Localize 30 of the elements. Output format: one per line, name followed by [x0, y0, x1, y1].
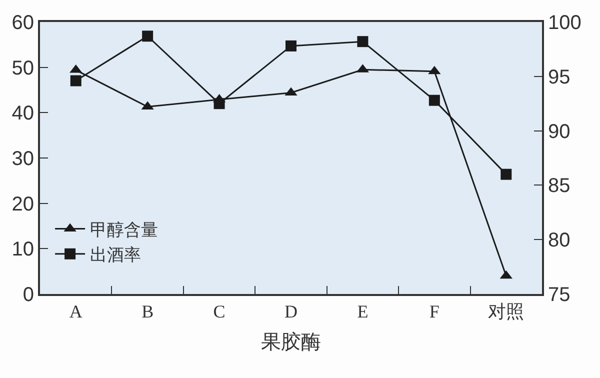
y-tick-label: 40: [12, 102, 34, 125]
point: [214, 98, 225, 110]
point: [500, 168, 512, 180]
y2-tick-label: 75: [548, 284, 570, 306]
x-tick-label: A: [69, 302, 82, 322]
point: [70, 75, 82, 86]
y-tick-label: 30: [12, 148, 34, 170]
y2-tick-label: 90: [548, 120, 570, 143]
y-tick-label: 10: [12, 238, 34, 261]
x-tick-label: E: [357, 302, 368, 322]
x-tick-label: 对照: [488, 302, 524, 322]
x-tick-label: B: [142, 302, 154, 322]
y2-tick-label: 80: [548, 230, 570, 252]
y2-tick-label: 100: [548, 12, 582, 34]
y2-tick-label: 95: [548, 66, 570, 88]
point: [286, 40, 296, 52]
legend-label: 甲醇含量: [90, 220, 158, 240]
point: [357, 36, 368, 48]
point: [428, 94, 440, 106]
y-tick-label: 50: [12, 57, 34, 80]
x-tick-label: C: [213, 302, 226, 322]
x-tick-label: F: [429, 302, 440, 322]
point: [142, 30, 154, 42]
y-tick-label: 20: [12, 193, 34, 216]
y2-tick-label: 85: [548, 175, 570, 198]
x-axis-title: 果胶酶: [261, 330, 321, 354]
y-tick-label: 0: [22, 284, 34, 306]
legend-label: 出酒率: [90, 246, 142, 266]
x-tick-label: D: [284, 302, 298, 322]
y-tick-label: 60: [12, 12, 34, 34]
